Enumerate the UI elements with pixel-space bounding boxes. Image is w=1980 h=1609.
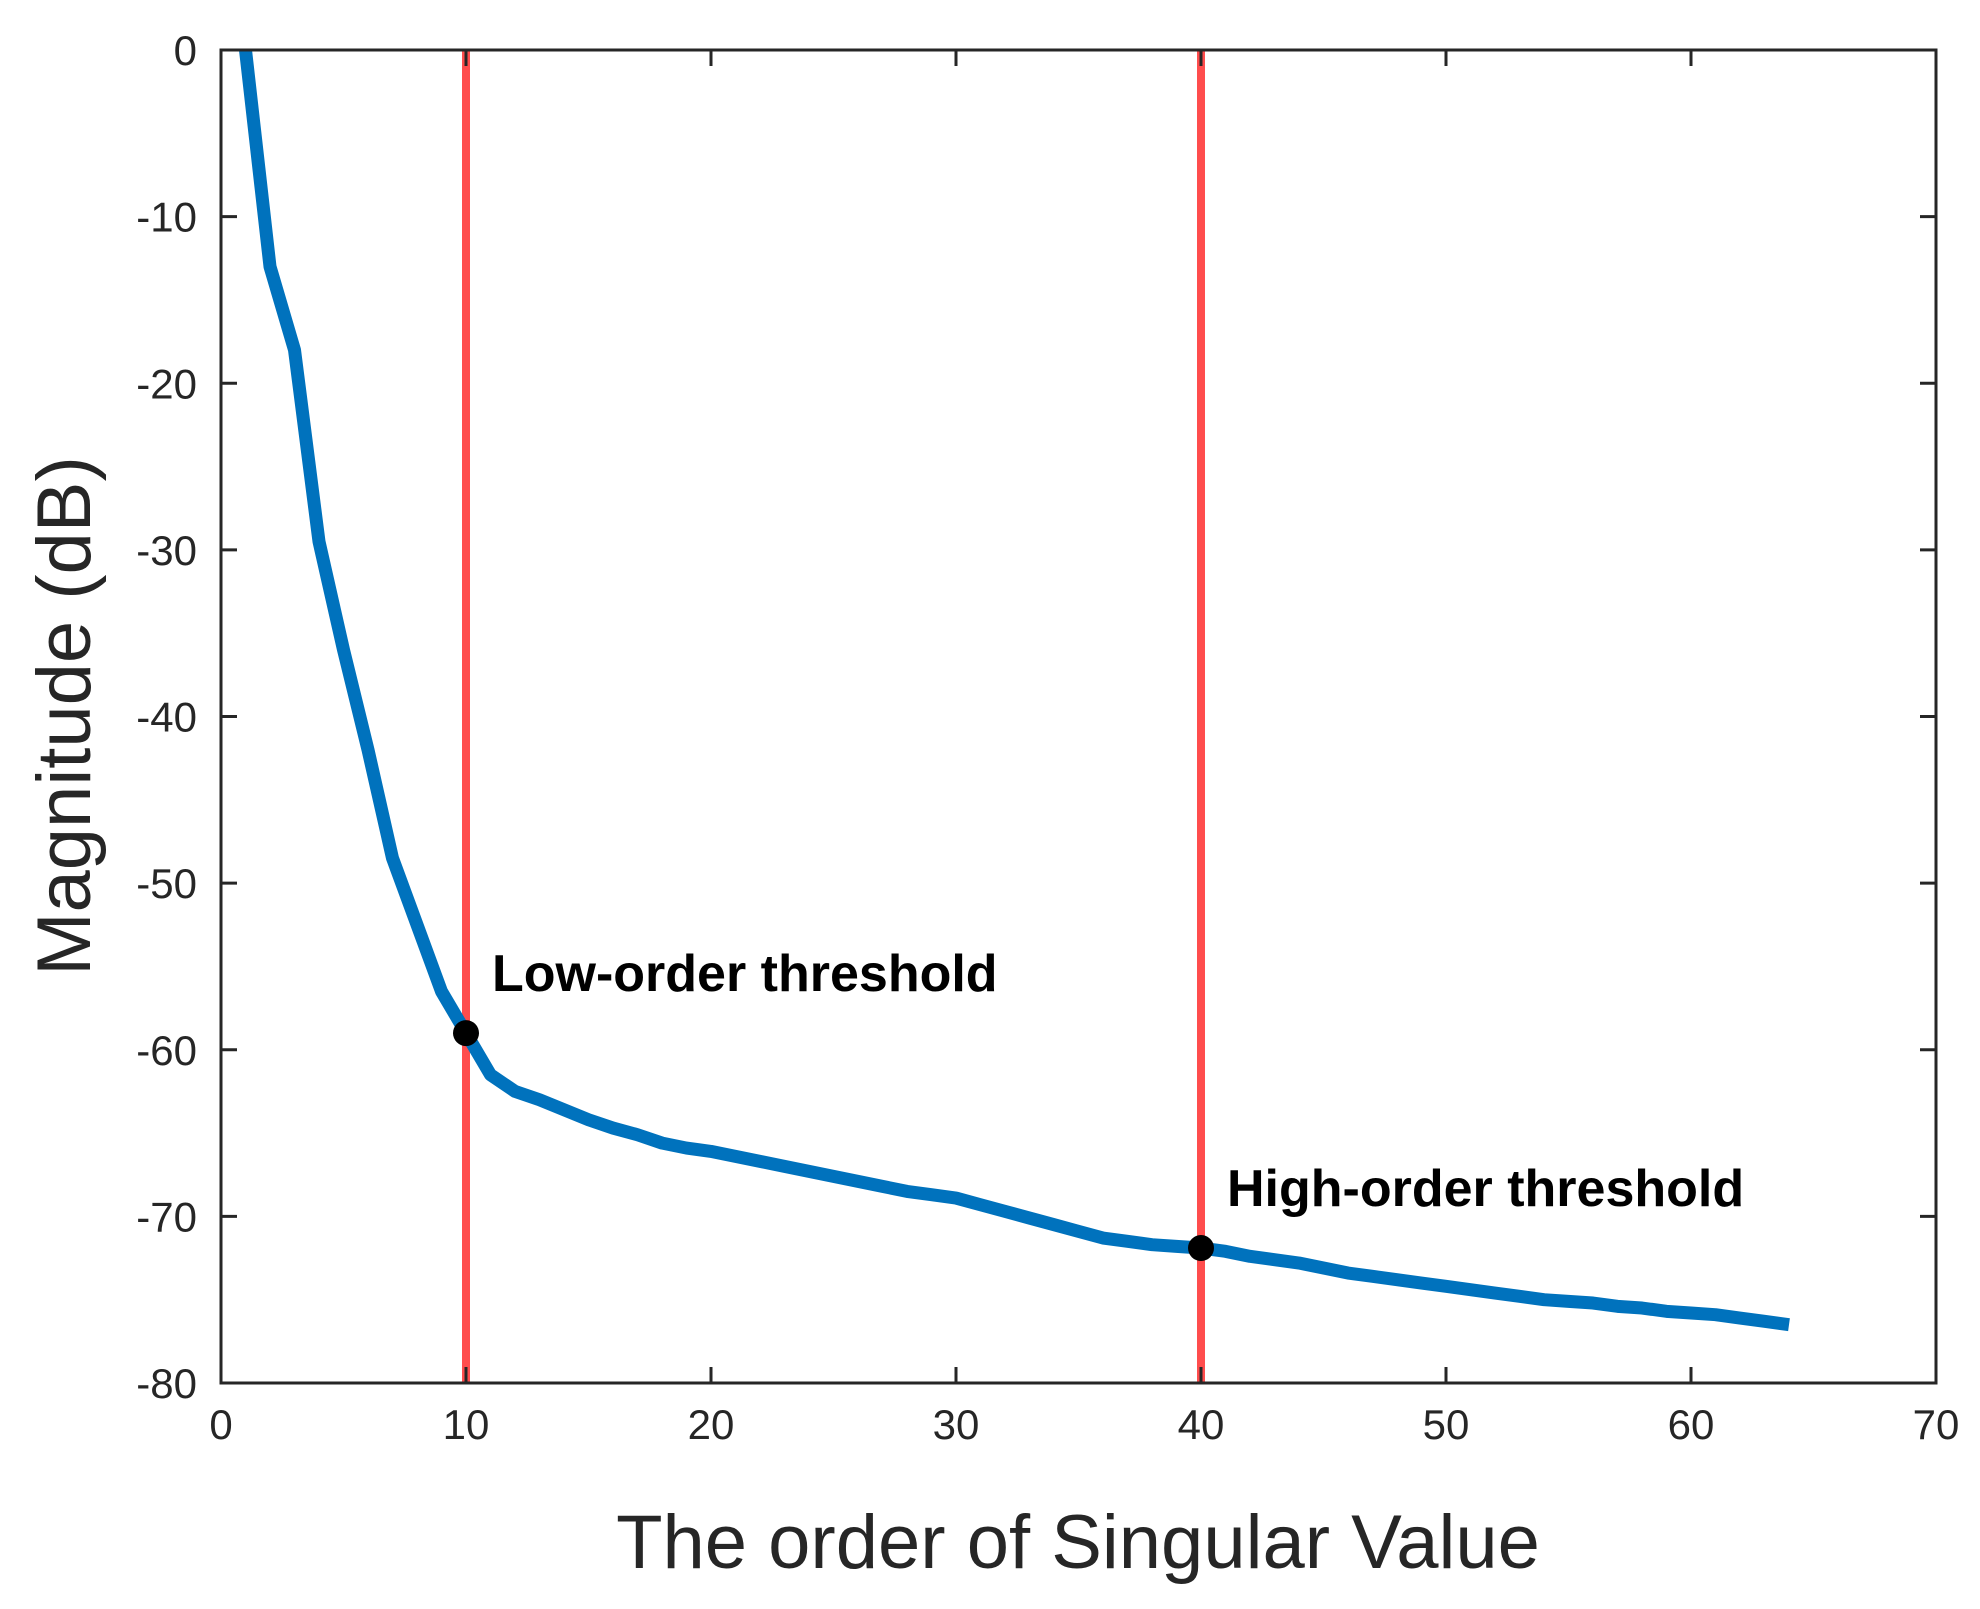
- series-layer: [239, 49, 1790, 1332]
- y-tick-label: -20: [136, 360, 197, 407]
- x-tick-label: 0: [209, 1401, 232, 1448]
- x-tick-label: 50: [1423, 1401, 1470, 1448]
- series-line: [239, 49, 1790, 1332]
- y-tick-label: -40: [136, 694, 197, 741]
- threshold-lines: [462, 50, 1205, 1383]
- plot-area: [221, 50, 1936, 1383]
- y-axis-ticks: 0 -10 -20 -30 -40 -50 -60 -70 -80: [136, 27, 1936, 1407]
- threshold-point: [1188, 1235, 1214, 1262]
- threshold-markers: [453, 1020, 1214, 1262]
- threshold-label: High-order threshold: [1227, 1160, 1744, 1218]
- y-tick-label: -10: [136, 194, 197, 241]
- y-tick-label: -30: [136, 527, 197, 574]
- x-tick-label: 60: [1668, 1401, 1715, 1448]
- x-axis-title: The order of Singular Value: [616, 1500, 1540, 1585]
- x-tick-label: 20: [688, 1401, 735, 1448]
- threshold-annotations: Low-order threshold High-order threshold: [492, 945, 1744, 1218]
- x-tick-label: 10: [443, 1401, 490, 1448]
- x-tick-label: 40: [1178, 1401, 1225, 1448]
- y-tick-label: -80: [136, 1360, 197, 1407]
- y-tick-label: -60: [136, 1027, 197, 1074]
- y-axis-title: Magnitude (dB): [22, 456, 107, 976]
- threshold-label: Low-order threshold: [492, 945, 998, 1003]
- threshold-point: [453, 1020, 479, 1047]
- x-tick-label: 30: [933, 1401, 980, 1448]
- x-tick-label: 70: [1913, 1401, 1960, 1448]
- y-tick-label: -70: [136, 1193, 197, 1240]
- x-axis-ticks: 0 10 20 30 40 50 60 70: [209, 50, 1959, 1448]
- y-tick-label: 0: [174, 27, 197, 74]
- y-tick-label: -50: [136, 860, 197, 907]
